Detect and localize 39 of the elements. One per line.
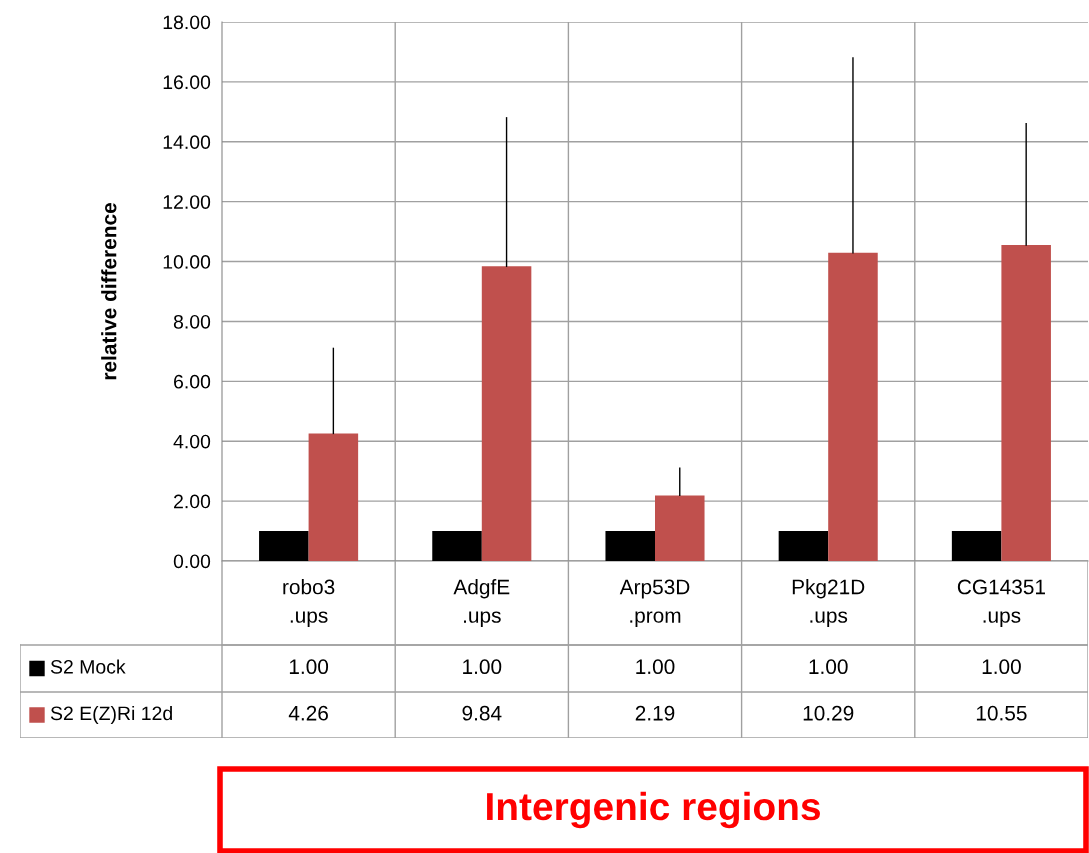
y-tick-label: 14.00 [163, 135, 211, 150]
bar [951, 531, 1002, 561]
y-tick-label: 2.00 [174, 494, 211, 509]
bar [828, 252, 878, 561]
data-label: 1.00 [809, 659, 848, 675]
data-label: 1.00 [636, 659, 675, 675]
bar [1001, 245, 1051, 561]
x-tick-label: Pkg21D .ups [792, 579, 865, 627]
y-tick-label: 4.00 [173, 434, 211, 449]
data-label: 1.00 [463, 659, 502, 675]
data-label: 1.00 [289, 659, 329, 675]
bar [259, 531, 309, 561]
y-tick-label: 10.00 [163, 255, 211, 269]
bar [605, 531, 655, 561]
y-tick-label: 0.00 [173, 554, 211, 569]
y-tick-label: 16.00 [163, 75, 211, 90]
data-label: 9.84 [462, 705, 502, 721]
y-tick-label: 18.00 [163, 15, 211, 30]
y-tick-label: 6.00 [174, 374, 211, 389]
y-tick-label: 8.00 [173, 314, 211, 329]
bar [308, 433, 359, 561]
y-tick-label: 12.00 [163, 195, 211, 209]
bar [655, 495, 705, 561]
x-tick-label: Arp53D .prom [619, 579, 690, 627]
text: Intergenic regions [487, 791, 820, 829]
legend-label: S2 Mock [50, 659, 126, 674]
x-tick-label: CG14351 .ups [957, 579, 1045, 627]
x-tick-label: robo3 .ups [283, 579, 335, 627]
data-label: 2.19 [635, 705, 675, 721]
bar [432, 531, 482, 561]
x-tick-label: AdgfE .ups [453, 579, 510, 627]
legend-label: S2 E(Z)Ri 12d [50, 705, 172, 725]
data-label: 1.00 [982, 659, 1021, 675]
bar [778, 531, 829, 561]
bar [481, 266, 532, 561]
data-label: 10.55 [976, 705, 1027, 721]
y-axis-title: relative difference [101, 203, 117, 380]
data-label: 4.26 [288, 705, 328, 721]
data-label: 10.29 [803, 705, 854, 721]
